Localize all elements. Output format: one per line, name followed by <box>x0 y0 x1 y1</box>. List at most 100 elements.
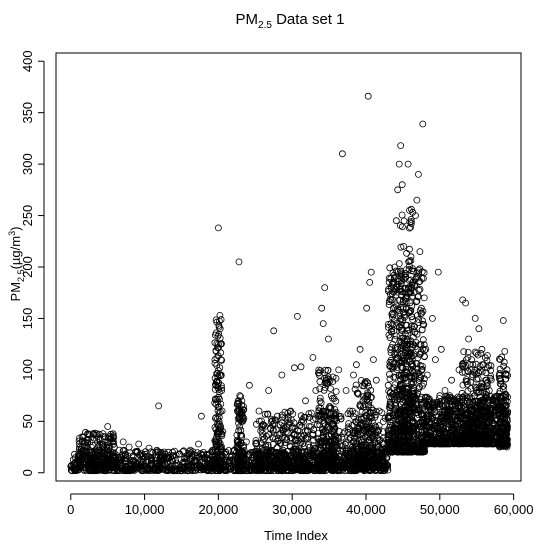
data-point <box>352 361 360 369</box>
data-point <box>293 312 301 320</box>
data-point <box>399 407 407 415</box>
data-point <box>141 448 149 456</box>
data-point <box>294 454 302 462</box>
data-point <box>353 427 361 435</box>
data-point <box>149 449 157 457</box>
data-point <box>323 413 331 421</box>
data-point <box>384 381 392 389</box>
data-point <box>103 443 111 451</box>
data-point <box>214 382 222 390</box>
data-point <box>316 397 324 405</box>
data-point <box>403 304 411 312</box>
data-point <box>400 309 407 317</box>
data-point <box>310 451 318 459</box>
data-point <box>281 463 288 471</box>
data-point <box>406 400 414 407</box>
data-point <box>363 304 371 312</box>
data-point <box>423 433 431 441</box>
data-point <box>369 356 377 364</box>
data-point <box>211 356 219 363</box>
data-point <box>323 380 331 387</box>
data-point <box>446 421 453 429</box>
data-point <box>389 391 397 398</box>
data-point <box>244 451 251 459</box>
data-point <box>407 205 415 213</box>
data-point <box>398 341 406 349</box>
data-point <box>278 419 286 427</box>
data-point <box>405 224 413 232</box>
data-point <box>104 423 112 430</box>
data-point <box>252 437 260 444</box>
data-point <box>392 404 400 412</box>
data-point <box>139 467 147 475</box>
data-point <box>323 447 331 455</box>
data-point <box>464 354 472 361</box>
data-point <box>314 421 321 429</box>
data-point <box>478 438 486 446</box>
data-point <box>387 275 395 283</box>
data-point <box>466 360 474 368</box>
data-point <box>468 394 476 402</box>
data-point <box>217 382 225 390</box>
data-point <box>414 319 422 327</box>
data-point <box>425 418 433 426</box>
data-point <box>309 354 317 361</box>
data-point <box>291 446 299 454</box>
data-point <box>258 452 266 460</box>
data-point <box>398 357 405 365</box>
data-point <box>215 417 223 425</box>
data-point <box>79 446 87 454</box>
data-point <box>443 435 451 443</box>
data-point <box>148 456 156 464</box>
data-point <box>322 376 330 384</box>
data-point <box>402 297 410 305</box>
data-point <box>399 384 407 392</box>
data-point <box>100 454 107 462</box>
data-point <box>364 92 372 100</box>
data-point <box>233 456 241 464</box>
data-point <box>319 320 327 328</box>
data-point <box>390 317 398 324</box>
data-point <box>222 450 230 458</box>
data-point <box>212 438 220 446</box>
data-point <box>386 264 394 272</box>
data-point <box>247 467 255 475</box>
data-point <box>294 427 302 434</box>
data-point <box>376 461 384 469</box>
data-point <box>181 454 189 462</box>
data-point <box>330 428 338 436</box>
data-point <box>269 427 277 435</box>
data-point <box>243 467 251 475</box>
data-point <box>341 449 349 457</box>
data-point <box>383 448 391 456</box>
data-point <box>473 406 481 414</box>
data-point <box>403 357 411 365</box>
data-point <box>402 270 410 278</box>
data-point <box>419 274 427 282</box>
data-point <box>461 437 469 445</box>
data-point <box>257 417 265 425</box>
data-point <box>496 440 504 448</box>
data-point <box>474 433 482 441</box>
data-point <box>319 429 327 437</box>
data-point <box>483 357 491 364</box>
data-point <box>446 416 454 424</box>
data-point <box>285 463 293 470</box>
data-point <box>361 380 369 388</box>
data-point <box>419 448 427 456</box>
data-point <box>216 325 224 333</box>
data-point <box>299 454 306 462</box>
data-point <box>385 331 393 339</box>
data-point <box>386 398 394 406</box>
data-point <box>270 327 278 335</box>
data-point <box>132 448 140 456</box>
data-point <box>401 375 409 383</box>
data-point <box>368 425 376 433</box>
data-point <box>89 430 97 438</box>
data-point <box>472 397 480 405</box>
data-point <box>398 292 406 300</box>
data-point <box>169 467 177 475</box>
data-point <box>459 362 467 370</box>
data-point <box>433 399 441 407</box>
data-point <box>279 446 287 454</box>
